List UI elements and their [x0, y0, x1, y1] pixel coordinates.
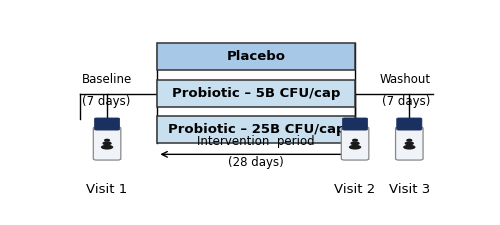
FancyBboxPatch shape: [94, 118, 120, 130]
Ellipse shape: [101, 145, 114, 150]
FancyBboxPatch shape: [94, 127, 121, 160]
Text: Probiotic – 5B CFU/cap: Probiotic – 5B CFU/cap: [172, 87, 340, 100]
Text: (7 days): (7 days): [82, 95, 130, 108]
Text: Probiotic – 25B CFU/cap: Probiotic – 25B CFU/cap: [168, 123, 345, 136]
Text: Intervention  period: Intervention period: [198, 135, 315, 148]
FancyBboxPatch shape: [342, 118, 367, 130]
Text: Placebo: Placebo: [227, 50, 286, 63]
Ellipse shape: [404, 141, 414, 145]
Text: (7 days): (7 days): [382, 95, 430, 108]
Ellipse shape: [403, 145, 415, 150]
FancyBboxPatch shape: [342, 127, 369, 160]
Ellipse shape: [102, 141, 112, 145]
Text: Visit 1: Visit 1: [86, 183, 128, 196]
FancyBboxPatch shape: [396, 118, 422, 130]
FancyBboxPatch shape: [158, 80, 355, 107]
FancyBboxPatch shape: [158, 116, 355, 143]
Ellipse shape: [349, 145, 362, 150]
Ellipse shape: [350, 141, 360, 145]
Ellipse shape: [352, 139, 358, 142]
Ellipse shape: [104, 139, 110, 142]
Text: (28 days): (28 days): [228, 156, 284, 169]
Ellipse shape: [406, 139, 412, 142]
Text: Baseline: Baseline: [82, 73, 132, 86]
Text: Washout: Washout: [380, 73, 430, 86]
FancyBboxPatch shape: [158, 43, 355, 70]
Text: Visit 3: Visit 3: [388, 183, 430, 196]
Text: Visit 2: Visit 2: [334, 183, 376, 196]
FancyBboxPatch shape: [396, 127, 423, 160]
